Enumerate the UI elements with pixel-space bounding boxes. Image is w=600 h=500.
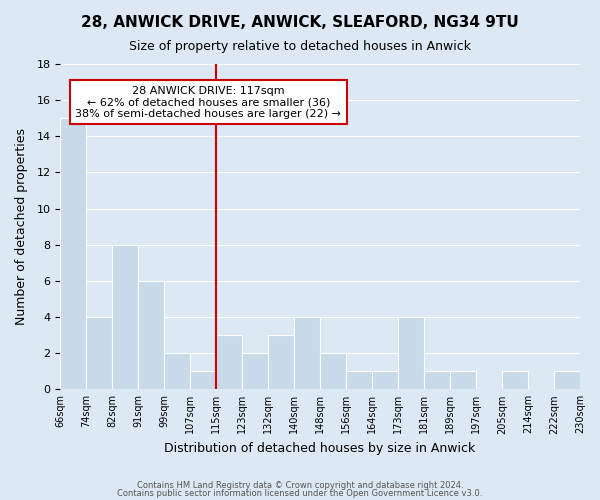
Text: 28 ANWICK DRIVE: 117sqm
← 62% of detached houses are smaller (36)
38% of semi-de: 28 ANWICK DRIVE: 117sqm ← 62% of detache…: [76, 86, 341, 119]
Text: Contains public sector information licensed under the Open Government Licence v3: Contains public sector information licen…: [118, 488, 482, 498]
Text: Size of property relative to detached houses in Anwick: Size of property relative to detached ho…: [129, 40, 471, 53]
Bar: [372, 371, 398, 390]
Text: 28, ANWICK DRIVE, ANWICK, SLEAFORD, NG34 9TU: 28, ANWICK DRIVE, ANWICK, SLEAFORD, NG34…: [81, 15, 519, 30]
Bar: [450, 371, 476, 390]
Bar: [190, 371, 216, 390]
Bar: [86, 317, 112, 390]
Bar: [164, 353, 190, 390]
Bar: [60, 118, 86, 390]
X-axis label: Distribution of detached houses by size in Anwick: Distribution of detached houses by size …: [164, 442, 476, 455]
Bar: [502, 371, 528, 390]
Bar: [112, 244, 138, 390]
Bar: [216, 335, 242, 390]
Text: Contains HM Land Registry data © Crown copyright and database right 2024.: Contains HM Land Registry data © Crown c…: [137, 481, 463, 490]
Bar: [138, 281, 164, 390]
Bar: [346, 371, 372, 390]
Bar: [398, 317, 424, 390]
Bar: [424, 371, 450, 390]
Bar: [294, 317, 320, 390]
Bar: [242, 353, 268, 390]
Bar: [320, 353, 346, 390]
Bar: [268, 335, 294, 390]
Bar: [554, 371, 580, 390]
Y-axis label: Number of detached properties: Number of detached properties: [15, 128, 28, 325]
